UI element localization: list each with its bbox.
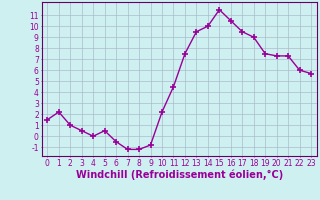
X-axis label: Windchill (Refroidissement éolien,°C): Windchill (Refroidissement éolien,°C) xyxy=(76,169,283,180)
